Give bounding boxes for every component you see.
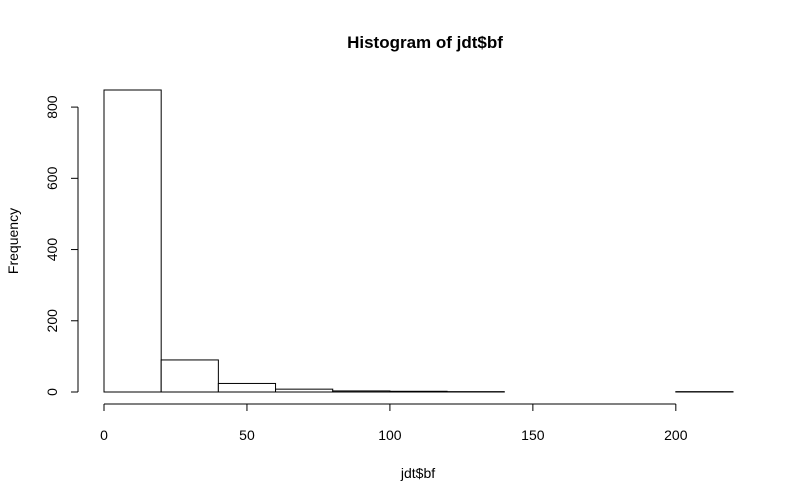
y-tick-label: 0 xyxy=(44,388,60,396)
histogram-bar xyxy=(103,89,162,393)
x-tick-label: 150 xyxy=(521,427,545,443)
y-axis: 0 200 400 600 800 xyxy=(44,95,79,396)
chart-title: Histogram of jdt$bf xyxy=(347,33,503,52)
histogram-bar xyxy=(217,382,277,393)
x-tick-label: 50 xyxy=(239,427,255,443)
x-tick-label: 200 xyxy=(664,427,688,443)
y-tick-label: 600 xyxy=(44,166,60,190)
y-axis-label: Frequency xyxy=(5,208,21,274)
x-axis: 0 50 100 150 200 xyxy=(100,403,688,443)
x-axis-label: jdt$bf xyxy=(400,465,435,481)
y-tick-label: 200 xyxy=(44,309,60,333)
y-tick-label: 800 xyxy=(44,95,60,119)
histogram-bar xyxy=(160,359,219,393)
histogram-bar xyxy=(389,390,448,393)
histogram-bar xyxy=(332,390,391,393)
y-tick-label: 400 xyxy=(44,238,60,262)
bars-group xyxy=(103,89,734,393)
histogram-bar xyxy=(275,388,334,393)
x-tick-label: 0 xyxy=(100,427,108,443)
x-tick-label: 100 xyxy=(378,427,402,443)
